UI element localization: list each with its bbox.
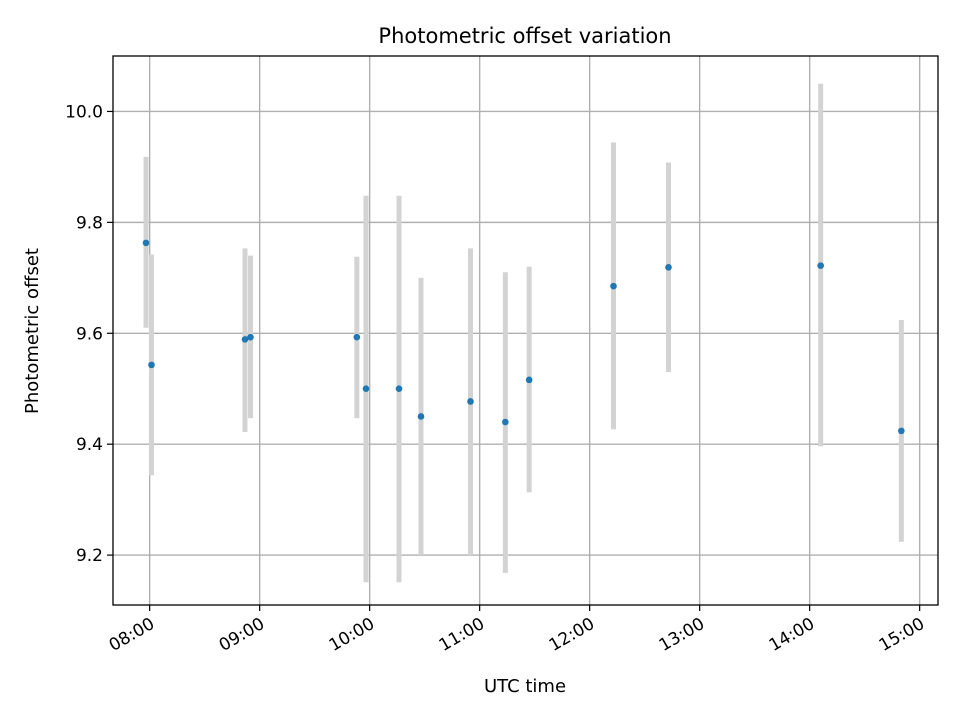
chart-title: Photometric offset variation (378, 24, 671, 48)
plot-frame (112, 55, 939, 606)
y-tick-label: 10.0 (65, 102, 103, 122)
grid-lines (113, 56, 938, 605)
data-point (898, 427, 905, 435)
x-axis-label: UTC time (484, 676, 566, 697)
axis-ticks: 08:00 09:00 10:00 11:00 12:00 13:00 14:00 15:00… (65, 102, 928, 655)
data-point (817, 262, 824, 269)
data-point (525, 376, 533, 384)
y-tick-label: 9.6 (76, 324, 103, 344)
data-point (610, 282, 617, 290)
y-tick-label: 9.4 (76, 435, 103, 455)
data-point (417, 413, 425, 420)
x-tick-label: 08:00 (106, 614, 158, 656)
data-point (665, 263, 672, 271)
x-tick-label: 14:00 (766, 614, 818, 656)
x-tick-label: 10:00 (326, 614, 378, 656)
data-point (502, 418, 509, 426)
x-tick-label: 11:00 (436, 614, 488, 656)
data-point (241, 336, 249, 343)
data-point (142, 239, 150, 247)
x-tick-label: 15:00 (876, 614, 928, 656)
data-point (395, 385, 403, 393)
data-point (353, 333, 361, 341)
x-tick-label: 12:00 (546, 614, 598, 656)
data-point (247, 333, 254, 341)
data-points (142, 239, 905, 435)
y-tick-label: 9.8 (76, 213, 103, 233)
x-tick-label: 13:00 (656, 614, 708, 656)
data-point (362, 385, 370, 393)
data-point (148, 361, 155, 369)
y-tick-label: 9.2 (76, 546, 103, 566)
data-point (467, 398, 474, 405)
y-axis-label: Photometric offset (22, 248, 43, 414)
x-tick-label: 09:00 (216, 614, 268, 656)
